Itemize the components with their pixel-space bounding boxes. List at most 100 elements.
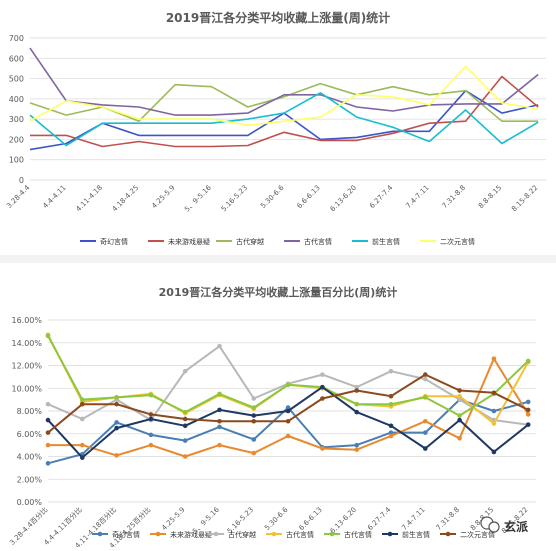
data-point — [45, 417, 51, 423]
x-tick-label: 7.31-8.8 — [441, 184, 467, 210]
x-tick-label: 5.16-5.23 — [220, 184, 249, 213]
x-tick-label: 7.31-8.8 — [435, 506, 461, 532]
x-tick-label: 8.15-8.22 — [510, 184, 539, 213]
data-point — [148, 392, 154, 398]
x-tick-label: 3.28-4.4 — [5, 183, 32, 210]
data-point — [457, 436, 462, 441]
y-tick-label: 0.00% — [17, 498, 43, 507]
y-tick-label: 0 — [19, 176, 24, 185]
data-point — [114, 425, 119, 431]
legend-marker — [213, 531, 219, 537]
legend-entry: 奇幻言情 — [92, 530, 140, 539]
legend-entry: 古代言情 — [266, 530, 314, 539]
data-point — [182, 368, 188, 374]
data-point — [388, 393, 394, 399]
legend-label: 古代穿越 — [236, 237, 264, 246]
data-point — [388, 368, 394, 374]
x-tick-label: 4.11-4.18 — [75, 184, 104, 213]
data-point — [354, 401, 360, 407]
chart-panel-weekly-favorites: 2019晋江各分类平均收藏上涨量(周)统计 0 100 200 300 400 500 600… — [0, 0, 556, 255]
data-point — [45, 430, 51, 435]
chart-panel-weekly-percentage: 2019晋江各分类平均收藏上涨量百分比(周)统计 0.00% 2.00% 4.00% 6… — [0, 263, 556, 550]
x-tick-label: 4.25-5.9 — [150, 184, 176, 210]
series-line — [29, 47, 539, 116]
data-point — [251, 437, 257, 442]
data-point — [251, 405, 257, 410]
series-line — [29, 82, 539, 122]
legend-entry: 奇幻言情 — [80, 237, 128, 246]
data-point — [182, 454, 188, 459]
legend-marker — [445, 531, 451, 537]
data-point — [80, 442, 85, 448]
wechat-bubble — [488, 521, 500, 533]
data-point — [217, 424, 222, 430]
y-tick-label: 700 — [9, 34, 24, 43]
legend-label: 二次元言情 — [460, 530, 495, 539]
legend-label: 奇幻言情 — [112, 530, 140, 539]
data-point — [114, 453, 119, 458]
data-point — [80, 455, 85, 460]
data-point — [423, 430, 428, 435]
legend-marker — [97, 531, 103, 537]
series-line — [29, 65, 539, 126]
data-point — [80, 416, 85, 422]
legend-label: 奇幻言情 — [100, 237, 128, 246]
data-point — [388, 401, 394, 407]
data-point — [182, 416, 188, 422]
legend-label: 未来游戏悬疑 — [168, 237, 210, 246]
y-tick-label: 4.00% — [17, 453, 43, 462]
x-tick-label: 6.27-7.4 — [366, 505, 393, 532]
y-tick-label: 16.00% — [11, 316, 42, 325]
data-point — [217, 418, 222, 424]
legend-marker — [271, 531, 277, 537]
legend-label: 二次元言情 — [440, 237, 475, 246]
data-point — [80, 397, 85, 402]
data-point — [388, 430, 394, 435]
data-point — [388, 423, 394, 429]
data-point — [251, 396, 257, 401]
legend-entry: 前生言情 — [382, 530, 430, 539]
legend-entry: 未来游戏悬疑 — [150, 530, 212, 539]
legend-label: 古代言情 — [286, 530, 314, 539]
data-point — [148, 432, 154, 438]
legend-entry: 古代言情 — [284, 237, 332, 246]
data-point — [423, 372, 428, 377]
y-tick-label: 6.00% — [17, 430, 43, 439]
data-point — [320, 396, 325, 401]
weekly-percentage-chart: 2019晋江各分类平均收藏上涨量百分比(周)统计 0.00% 2.00% 4.00% 6… — [8, 285, 537, 550]
data-point — [45, 442, 51, 448]
data-point — [457, 388, 462, 393]
legend-marker — [387, 531, 393, 537]
data-point — [491, 421, 497, 426]
y-tick-label: 2.00% — [17, 475, 43, 484]
data-point — [491, 390, 497, 396]
legend-marker — [155, 531, 161, 537]
legend-label: 未来游戏悬疑 — [170, 530, 212, 539]
legend-label: 前生言情 — [402, 530, 430, 539]
data-point — [285, 408, 291, 414]
data-point — [423, 395, 428, 400]
data-point — [182, 409, 188, 415]
chart-title: 2019晋江各分类平均收藏上涨量百分比(周)统计 — [159, 285, 398, 299]
legend-entry: 二次元言情 — [420, 237, 475, 246]
x-tick-label: 5.30-6.6 — [263, 505, 290, 532]
y-tick-label: 600 — [9, 54, 24, 63]
x-tick-label: 6.13-6.20 — [329, 184, 358, 213]
data-point — [148, 442, 154, 448]
x-tick-label: 6.27-7.4 — [368, 183, 395, 210]
data-point — [388, 433, 394, 439]
data-point — [457, 417, 462, 423]
data-point — [217, 442, 222, 448]
data-point — [423, 376, 428, 382]
x-tick-label: 6.6-6.13 — [295, 184, 321, 210]
data-point — [114, 395, 119, 400]
data-point — [320, 384, 325, 390]
data-point — [148, 416, 154, 422]
data-point — [45, 333, 51, 339]
data-point — [491, 356, 497, 361]
data-point — [354, 384, 360, 390]
x-tick-label: 4.25-5.9 — [160, 506, 186, 532]
x-tick-label: 6.6-6.13 — [297, 506, 323, 532]
legend-entry: 古代穿越 — [216, 237, 264, 246]
data-point — [457, 413, 462, 418]
